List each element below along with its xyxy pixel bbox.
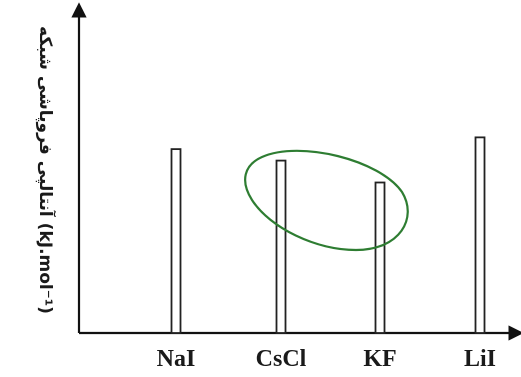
x-tick-label-cscl: CsCl	[256, 346, 307, 372]
bar-cscl	[275, 159, 287, 334]
bars-group	[170, 136, 486, 334]
bar-nai	[170, 148, 182, 334]
x-tick-label-nai: NaI	[157, 346, 196, 372]
y-axis-label: (kJ.mol⁻¹) آنتالپی فروپاشی شبکه	[35, 26, 57, 314]
x-tick-label-kf: KF	[363, 346, 396, 372]
annotation-ellipse	[244, 149, 409, 252]
x-tick-label-lii: LiI	[464, 346, 496, 372]
bar-kf	[374, 181, 386, 334]
bar-lii	[474, 136, 486, 334]
x-tick-labels: NaI CsCl KF LiI	[157, 346, 496, 372]
